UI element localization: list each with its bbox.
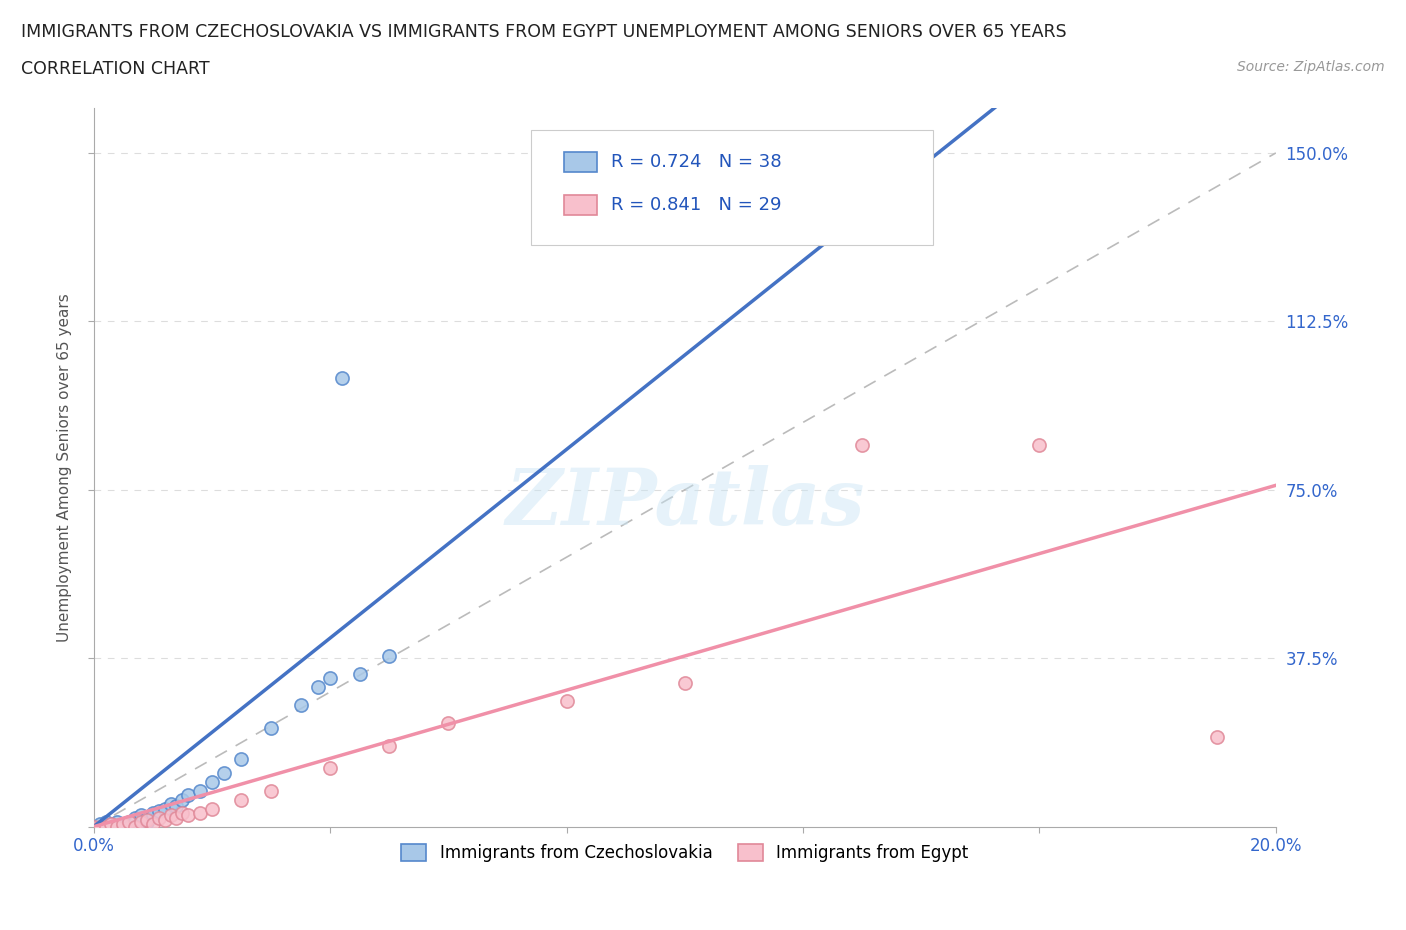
- Point: [172, 792, 194, 807]
- Point: [112, 817, 135, 832]
- Point: [159, 808, 181, 823]
- Point: [166, 799, 188, 814]
- Point: [231, 792, 253, 807]
- Point: [1028, 437, 1050, 452]
- Point: [153, 802, 176, 817]
- Point: [307, 680, 329, 695]
- Point: [124, 810, 146, 825]
- Point: [673, 675, 696, 690]
- Point: [212, 765, 235, 780]
- Point: [319, 671, 342, 686]
- Point: [188, 783, 211, 798]
- FancyBboxPatch shape: [564, 152, 598, 172]
- Point: [124, 815, 146, 830]
- Point: [148, 810, 170, 825]
- Point: [100, 817, 122, 832]
- Point: [188, 805, 211, 820]
- FancyBboxPatch shape: [531, 129, 934, 245]
- Text: CORRELATION CHART: CORRELATION CHART: [21, 60, 209, 78]
- Point: [118, 819, 141, 834]
- Point: [231, 751, 253, 766]
- Point: [159, 797, 181, 812]
- Point: [94, 815, 117, 830]
- Point: [94, 819, 117, 834]
- Point: [437, 716, 460, 731]
- Point: [105, 819, 128, 834]
- Point: [153, 813, 176, 828]
- Point: [118, 815, 141, 830]
- Point: [166, 810, 188, 825]
- Point: [142, 808, 165, 823]
- Point: [851, 437, 873, 452]
- Point: [89, 817, 111, 832]
- Point: [290, 698, 312, 713]
- Point: [177, 788, 200, 803]
- Point: [89, 819, 111, 834]
- Point: [100, 819, 122, 834]
- Point: [94, 819, 117, 834]
- Point: [142, 817, 165, 832]
- Point: [260, 721, 283, 736]
- Point: [1205, 729, 1227, 744]
- Text: ZIPatlas: ZIPatlas: [505, 465, 865, 541]
- Point: [135, 810, 157, 825]
- Point: [148, 804, 170, 818]
- Point: [142, 805, 165, 820]
- Point: [172, 805, 194, 820]
- Text: IMMIGRANTS FROM CZECHOSLOVAKIA VS IMMIGRANTS FROM EGYPT UNEMPLOYMENT AMONG SENIO: IMMIGRANTS FROM CZECHOSLOVAKIA VS IMMIGR…: [21, 23, 1067, 41]
- Point: [378, 738, 401, 753]
- Point: [100, 817, 122, 832]
- Point: [105, 815, 128, 830]
- Point: [378, 648, 401, 663]
- Point: [129, 808, 152, 823]
- Point: [260, 783, 283, 798]
- Point: [129, 813, 152, 828]
- Point: [83, 819, 105, 834]
- Point: [135, 815, 157, 830]
- Point: [177, 808, 200, 823]
- Y-axis label: Unemployment Among Seniors over 65 years: Unemployment Among Seniors over 65 years: [58, 293, 72, 642]
- Point: [83, 819, 105, 834]
- Text: R = 0.841   N = 29: R = 0.841 N = 29: [612, 196, 782, 214]
- Point: [201, 802, 224, 817]
- FancyBboxPatch shape: [564, 195, 598, 215]
- Text: Source: ZipAtlas.com: Source: ZipAtlas.com: [1237, 60, 1385, 74]
- Point: [319, 761, 342, 776]
- Point: [89, 819, 111, 834]
- Point: [330, 370, 353, 385]
- Point: [112, 819, 135, 834]
- Legend: Immigrants from Czechoslovakia, Immigrants from Egypt: Immigrants from Czechoslovakia, Immigran…: [395, 837, 974, 869]
- Point: [112, 817, 135, 832]
- Point: [129, 815, 152, 830]
- Point: [201, 775, 224, 790]
- Point: [135, 813, 157, 828]
- Point: [105, 819, 128, 834]
- Text: R = 0.724   N = 38: R = 0.724 N = 38: [612, 153, 782, 171]
- Point: [124, 819, 146, 834]
- Point: [555, 694, 578, 709]
- Point: [349, 667, 371, 682]
- Point: [118, 815, 141, 830]
